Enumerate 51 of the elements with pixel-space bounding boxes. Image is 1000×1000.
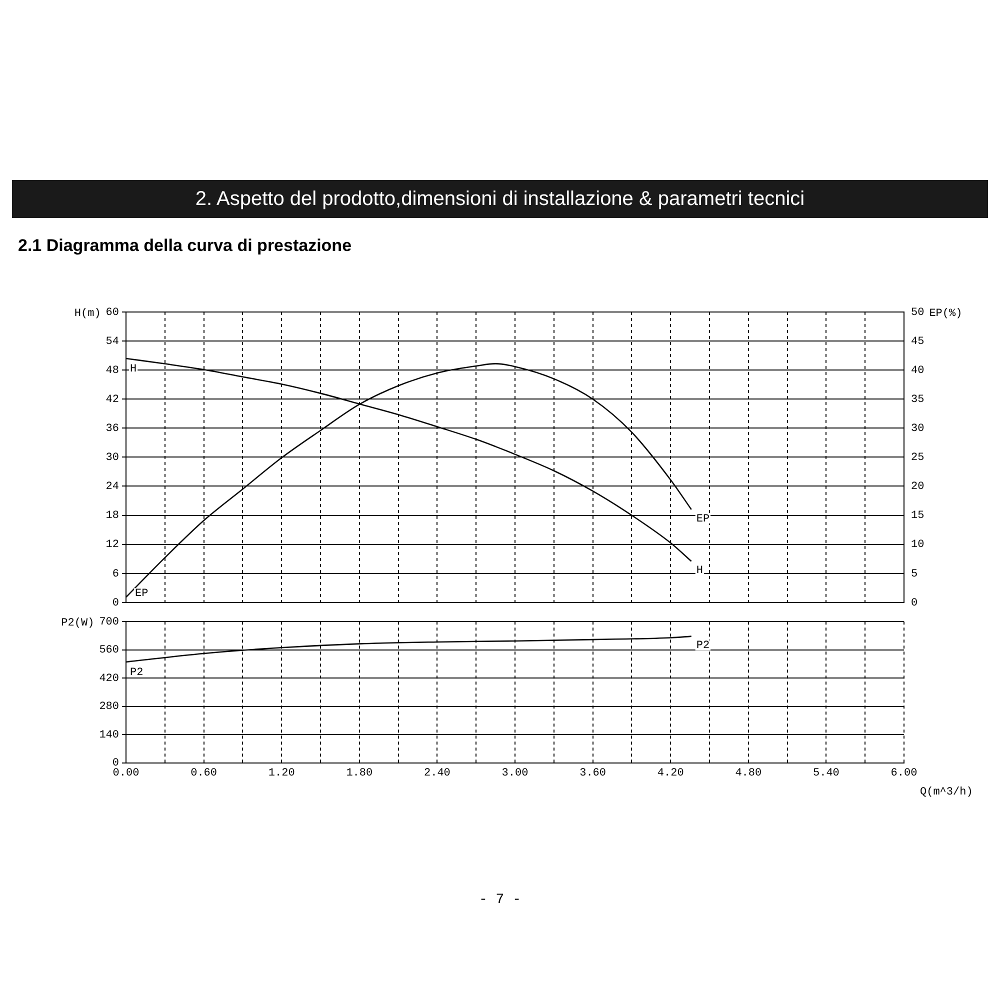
x-tick-label: 1.80: [346, 767, 373, 780]
chart-subtitle: 2.1 Diagramma della curva di prestazione: [18, 236, 353, 256]
y-tick-label: 54: [106, 336, 120, 348]
chart-title: 2. Aspetto del prodotto,dimensioni di installazione & parametri tecnici: [12, 180, 988, 218]
y-tick-label: 420: [99, 672, 119, 685]
y-tick-label: 18: [106, 510, 119, 522]
y2-tick-label: 50: [911, 306, 924, 319]
series-label: H: [130, 363, 137, 376]
y2-tick-label: 40: [911, 364, 924, 377]
text: - 7 -: [478, 892, 522, 908]
y-axis-title: H(m): [74, 308, 101, 320]
y-tick-label: 700: [99, 616, 119, 629]
x-tick-label: 2.40: [424, 767, 450, 780]
y-tick-label: 140: [99, 729, 119, 742]
x-tick-label: 3.60: [580, 767, 606, 780]
y-tick-label: 42: [106, 394, 119, 406]
y-axis-title: P2(W): [61, 618, 94, 630]
text: EP: [696, 513, 710, 526]
x-tick-label: 6.00: [890, 767, 918, 780]
y2-tick-label: 20: [911, 481, 924, 494]
y2-tick-label: 10: [911, 539, 924, 552]
x-tick-label: 1.20: [268, 767, 295, 780]
x-tick-label: 4.20: [657, 767, 684, 780]
y-tick-label: 48: [106, 364, 119, 377]
y2-tick-label: 35: [911, 394, 924, 406]
series-label: EP: [135, 588, 149, 600]
x-tick-label: 5.40: [812, 767, 840, 780]
x-tick-label: 0.00: [112, 767, 140, 780]
y-tick-label: 30: [106, 452, 119, 464]
y-tick-label: 12: [106, 539, 119, 552]
y-tick-label: 0: [112, 597, 119, 610]
y2-tick-label: 15: [911, 510, 924, 522]
text: H: [696, 565, 703, 578]
y2-tick-label: 30: [911, 423, 924, 436]
x-tick-label: 4.80: [735, 767, 762, 780]
text: P2: [696, 640, 710, 652]
y-tick-label: 6: [112, 568, 119, 580]
x-axis-title: Q(m^3/h): [920, 786, 973, 798]
y-tick-label: 60: [106, 306, 119, 319]
x-tick-label: 0.60: [190, 767, 218, 780]
y-tick-label: 24: [106, 481, 120, 494]
y2-tick-label: 0: [911, 597, 918, 610]
y-tick-label: 280: [99, 701, 119, 714]
y2-tick-label: 45: [911, 336, 924, 348]
y2-axis-title: EP(%): [929, 308, 962, 320]
series-label: P2: [130, 666, 144, 679]
y-tick-label: 560: [99, 644, 119, 657]
x-tick-label: 3.00: [502, 767, 528, 780]
y2-tick-label: 5: [911, 568, 918, 580]
y-tick-label: 36: [106, 423, 119, 436]
y2-tick-label: 25: [911, 452, 924, 464]
